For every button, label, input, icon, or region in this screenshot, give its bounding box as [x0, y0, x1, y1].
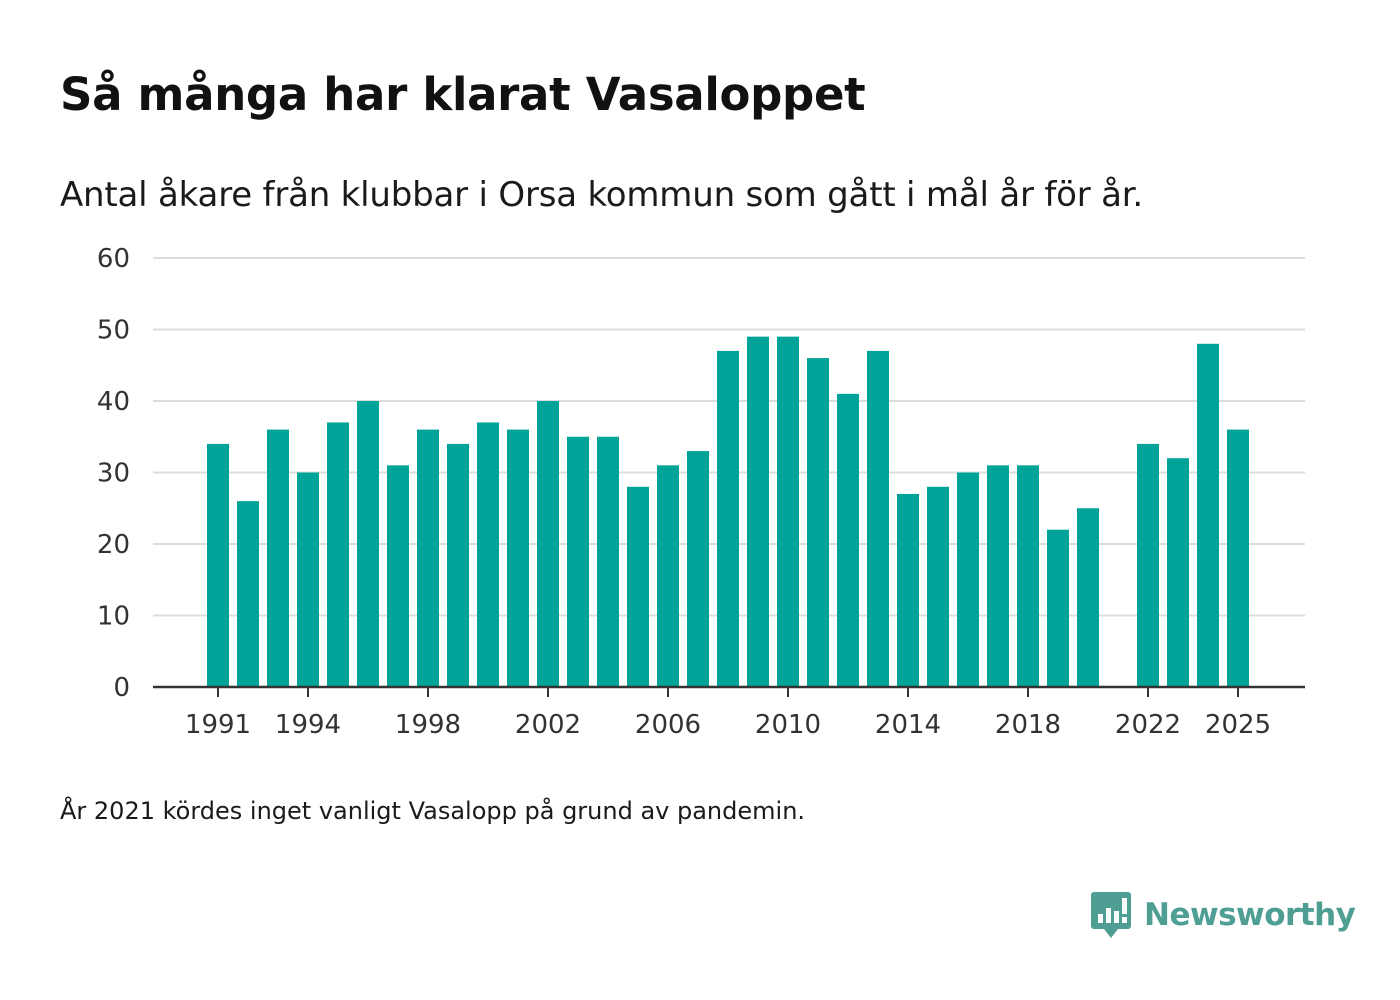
bar-2022	[1137, 443, 1159, 687]
x-tick-label: 1991	[185, 710, 251, 740]
x-tick-label: 2010	[755, 710, 821, 740]
x-tick-label: 2014	[875, 710, 941, 740]
bar-2009	[747, 336, 769, 687]
x-tick-label: 1998	[395, 710, 461, 740]
chart-subtitle: Antal åkare från klubbar i Orsa kommun s…	[60, 175, 1144, 215]
y-tick-label: 30	[97, 459, 130, 489]
x-tick-label: 2002	[515, 710, 581, 740]
x-tick-label: 2022	[1115, 710, 1181, 740]
y-tick-label: 20	[97, 530, 130, 560]
bar-2016	[957, 472, 979, 687]
bar-2002	[537, 401, 559, 687]
bar-2004	[597, 436, 619, 687]
footnote: År 2021 kördes inget vanligt Vasalopp på…	[60, 797, 806, 825]
y-tick-label: 10	[97, 602, 130, 632]
bar-2012	[837, 393, 859, 687]
x-tick-label: 1994	[275, 710, 341, 740]
bar-2019	[1047, 529, 1069, 687]
bar-2020	[1077, 508, 1099, 687]
newsworthy-logo-icon	[1091, 892, 1131, 938]
brand-name: Newsworthy	[1144, 897, 1356, 933]
brand-logo[interactable]: Newsworthy	[1090, 890, 1356, 940]
y-tick-label: 0	[113, 673, 130, 703]
bar-2000	[477, 422, 499, 687]
bar-2023	[1167, 458, 1189, 687]
bar-1996	[357, 401, 379, 687]
bar-2014	[897, 493, 919, 687]
y-tick-label: 40	[97, 387, 130, 417]
bar-1999	[447, 443, 469, 687]
bar-2025	[1227, 429, 1249, 687]
bar-2013	[867, 350, 889, 687]
bar-2006	[657, 465, 679, 687]
chart-title: Så många har klarat Vasaloppet	[60, 68, 866, 121]
axes: 0 10 20 30 40 50 60 1991 1994 1998 2002 2006 2010 201…	[97, 244, 1305, 740]
bar-2010	[777, 336, 799, 687]
bar-2011	[807, 358, 829, 687]
bar-2015	[927, 486, 949, 687]
bar-1995	[327, 422, 349, 687]
y-tick-label: 50	[97, 316, 130, 346]
bar-2003	[567, 436, 589, 687]
bar-2001	[507, 429, 529, 687]
bar-2007	[687, 451, 709, 687]
bars	[207, 336, 1249, 687]
bar-1994	[297, 472, 319, 687]
bar-2024	[1197, 343, 1219, 687]
bar-2005	[627, 486, 649, 687]
y-tick-label: 60	[97, 244, 130, 274]
bar-1997	[387, 465, 409, 687]
x-tick-label: 2018	[995, 710, 1061, 740]
bar-1993	[267, 429, 289, 687]
bar-1992	[237, 501, 259, 687]
bar-1998	[417, 429, 439, 687]
bar-2018	[1017, 465, 1039, 687]
x-tick-label: 2025	[1205, 710, 1271, 740]
x-tick-label: 2006	[635, 710, 701, 740]
bar-2017	[987, 465, 1009, 687]
bar-1991	[207, 443, 229, 687]
bar-2008	[717, 350, 739, 687]
